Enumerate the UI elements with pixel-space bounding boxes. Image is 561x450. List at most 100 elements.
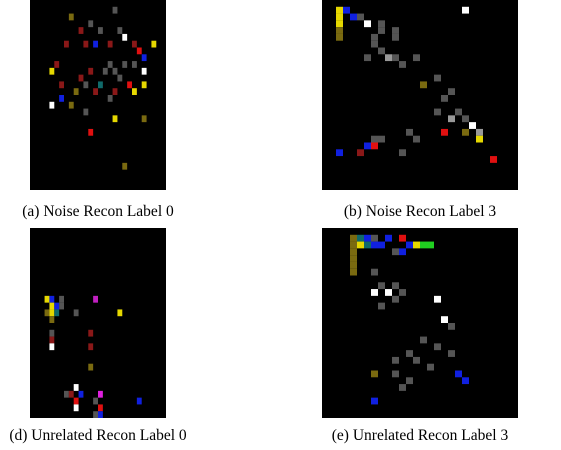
pixel [392, 248, 399, 255]
pixel [93, 296, 98, 303]
pixel [74, 88, 79, 95]
pixel [434, 296, 441, 303]
pixel [88, 364, 93, 371]
pixel [399, 248, 406, 255]
pixel [378, 27, 385, 34]
pixel [336, 34, 343, 41]
pixel [113, 68, 118, 75]
pixel [406, 129, 413, 136]
image-panel [322, 228, 518, 418]
pixel [49, 343, 54, 350]
pixel [49, 316, 54, 323]
pixel [117, 27, 122, 34]
pixel [371, 242, 378, 249]
pixel [392, 357, 399, 364]
pixel [98, 81, 103, 88]
pixel [336, 14, 343, 21]
pixel [59, 303, 64, 310]
pixel [49, 296, 54, 303]
pixel [420, 81, 427, 88]
pixel [364, 54, 371, 61]
caption: (d) Unrelated Recon Label 0 [0, 427, 218, 445]
pixel [117, 75, 122, 82]
pixel [462, 7, 469, 14]
pixel [469, 122, 476, 129]
pixel [413, 357, 420, 364]
pixel [427, 242, 434, 249]
pixel [142, 68, 147, 75]
image-panel [30, 0, 166, 190]
pixel [357, 242, 364, 249]
pixel [371, 143, 378, 150]
pixel [98, 411, 103, 418]
pixel [413, 54, 420, 61]
pixel [54, 303, 59, 310]
pixel [142, 115, 147, 122]
pixel [59, 95, 64, 102]
pixel [137, 398, 142, 405]
pixel [455, 371, 462, 378]
pixel [462, 115, 469, 122]
pixel [448, 350, 455, 357]
pixel [350, 269, 357, 276]
pixel [350, 235, 357, 242]
pixel [74, 309, 79, 316]
pixel [371, 235, 378, 242]
pixel [113, 88, 118, 95]
pixel [79, 27, 84, 34]
pixel-image [30, 0, 166, 190]
pixel [113, 7, 118, 14]
caption: (a) Noise Recon Label 0 [0, 203, 196, 221]
pixel [336, 20, 343, 27]
pixel [420, 242, 427, 249]
pixel [357, 14, 364, 21]
caption: (b) Noise Recon Label 3 [300, 203, 540, 221]
pixel [385, 235, 392, 242]
pixel [343, 7, 350, 14]
pixel [45, 296, 50, 303]
pixel [74, 404, 79, 411]
pixel [93, 88, 98, 95]
pixel [364, 143, 371, 150]
pixel [357, 235, 364, 242]
caption: (e) Unrelated Recon Label 3 [300, 427, 540, 445]
pixel [93, 411, 98, 418]
pixel [371, 398, 378, 405]
pixel [350, 255, 357, 262]
pixel [455, 109, 462, 116]
pixel [462, 377, 469, 384]
pixel [74, 384, 79, 391]
pixel [392, 54, 399, 61]
pixel [93, 398, 98, 405]
pixel [79, 391, 84, 398]
pixel-image [322, 0, 518, 190]
pixel [371, 136, 378, 143]
pixel [54, 309, 59, 316]
pixel [49, 68, 54, 75]
pixel [151, 41, 156, 48]
pixel [336, 7, 343, 14]
pixel [364, 20, 371, 27]
pixel [378, 48, 385, 55]
pixel [132, 61, 137, 68]
pixel [69, 14, 74, 21]
pixel [88, 343, 93, 350]
pixel [441, 129, 448, 136]
pixel [132, 41, 137, 48]
pixel [434, 109, 441, 116]
pixel [371, 371, 378, 378]
pixel [127, 81, 132, 88]
pixel [399, 384, 406, 391]
pixel [378, 242, 385, 249]
pixel [54, 61, 59, 68]
pixel [142, 54, 147, 61]
pixel [132, 88, 137, 95]
pixel [98, 404, 103, 411]
pixel [59, 81, 64, 88]
pixel [103, 68, 108, 75]
figure: (a) Noise Recon Label 0 (b) Noise Recon … [0, 0, 561, 450]
pixel [336, 149, 343, 156]
pixel [399, 61, 406, 68]
pixel [448, 323, 455, 330]
pixel [350, 242, 357, 249]
